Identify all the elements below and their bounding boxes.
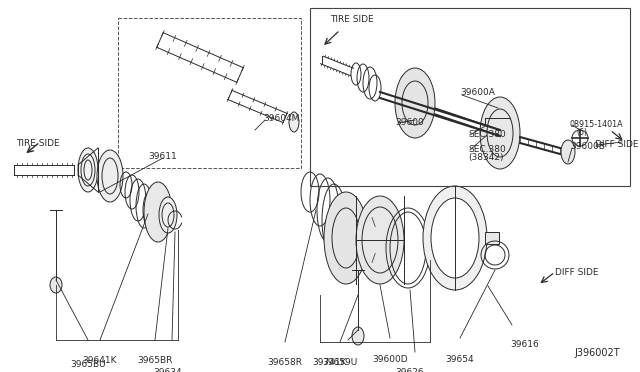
Bar bbox=[118, 18, 301, 168]
Ellipse shape bbox=[50, 277, 62, 293]
Text: 39616: 39616 bbox=[510, 340, 539, 349]
Text: 39641K: 39641K bbox=[83, 356, 117, 365]
Text: 39659U: 39659U bbox=[323, 358, 358, 367]
Text: 39600B: 39600B bbox=[570, 142, 605, 151]
Text: (6): (6) bbox=[576, 128, 587, 137]
Text: 3965BR: 3965BR bbox=[138, 356, 173, 365]
Ellipse shape bbox=[356, 196, 404, 284]
Ellipse shape bbox=[159, 197, 177, 233]
Ellipse shape bbox=[431, 198, 479, 278]
Text: 39626: 39626 bbox=[396, 368, 424, 372]
Text: 39600: 39600 bbox=[395, 118, 424, 127]
Text: 39611: 39611 bbox=[148, 152, 177, 161]
Text: TIRE SIDE: TIRE SIDE bbox=[16, 139, 60, 148]
Text: J396002T: J396002T bbox=[574, 348, 620, 358]
Text: 39658R: 39658R bbox=[268, 358, 303, 367]
Ellipse shape bbox=[480, 97, 520, 169]
Ellipse shape bbox=[324, 192, 368, 284]
Ellipse shape bbox=[395, 68, 435, 138]
Text: TIRE SIDE: TIRE SIDE bbox=[330, 15, 374, 24]
Text: 39604M: 39604M bbox=[263, 114, 300, 123]
Text: 3965BU: 3965BU bbox=[70, 360, 106, 369]
Text: 39600D: 39600D bbox=[372, 355, 408, 364]
Bar bbox=[310, 8, 630, 186]
Text: 39634: 39634 bbox=[154, 368, 182, 372]
Text: 08915-1401A: 08915-1401A bbox=[570, 120, 623, 129]
Ellipse shape bbox=[144, 182, 172, 242]
Ellipse shape bbox=[423, 186, 487, 290]
Ellipse shape bbox=[289, 112, 299, 132]
Text: 39654: 39654 bbox=[445, 355, 474, 364]
Ellipse shape bbox=[78, 148, 98, 192]
Ellipse shape bbox=[561, 140, 575, 164]
Ellipse shape bbox=[97, 150, 123, 202]
Ellipse shape bbox=[352, 327, 364, 345]
Text: SEC.380: SEC.380 bbox=[468, 145, 506, 154]
Text: DIFF SIDE: DIFF SIDE bbox=[555, 268, 598, 277]
Text: (38342): (38342) bbox=[468, 153, 504, 162]
Bar bbox=[485, 232, 499, 244]
Text: 39600A: 39600A bbox=[460, 88, 495, 97]
Text: SEC.380: SEC.380 bbox=[468, 130, 506, 139]
Text: DIFF SIDE: DIFF SIDE bbox=[595, 140, 639, 149]
Text: 39741K: 39741K bbox=[313, 358, 348, 367]
